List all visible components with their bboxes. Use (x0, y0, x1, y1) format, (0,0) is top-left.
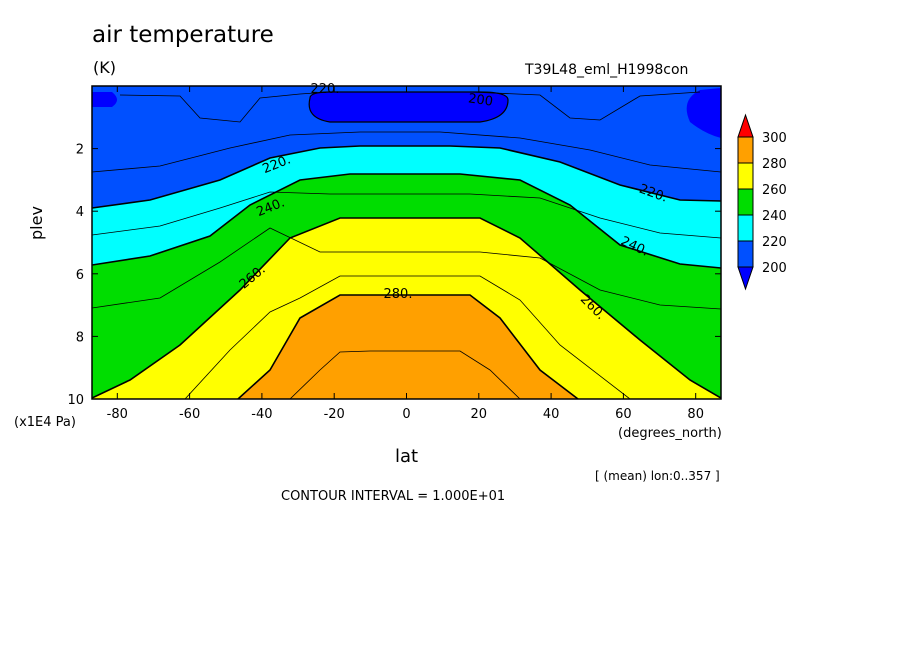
contour-220 (92, 145, 721, 209)
contour-210 (92, 131, 721, 173)
colorbar-band (737, 162, 754, 190)
mean-note: [ (mean) lon:0..357 ] (595, 469, 720, 483)
contour-260 (92, 217, 721, 399)
contour-label: 280. (384, 287, 413, 302)
colorbar-label: 240 (762, 209, 787, 224)
colorbar-label: 220 (762, 235, 787, 250)
chart-title: air temperature (92, 22, 274, 48)
contour-290 (289, 350, 521, 399)
colorbar-label: 260 (762, 183, 787, 198)
x-tick-label: -60 (179, 407, 200, 422)
colorbar-band (737, 188, 754, 216)
contour-230 (92, 191, 721, 239)
contour-200-center (308, 91, 509, 123)
y-tick-label: 10 (67, 393, 84, 408)
region-lt200-center (309, 92, 508, 122)
contour-interval: CONTOUR INTERVAL = 1.000E+01 (281, 489, 506, 504)
run-id: T39L48_eml_H1998con (525, 62, 689, 78)
x-tick-label: 40 (543, 407, 560, 422)
y-axis-label: plev (27, 206, 46, 240)
contour-200-right (469, 91, 701, 121)
y-tick-label: 8 (76, 330, 84, 345)
region-lt200-right (686, 88, 721, 138)
x-tick-label: 20 (471, 407, 488, 422)
colorbar-label: 280 (762, 157, 787, 172)
region-lt200-left (92, 92, 117, 107)
contour-240 (92, 173, 721, 269)
y-tick-label: 6 (76, 268, 84, 283)
colorbar-arrow-top (737, 113, 754, 138)
colorbar-label: 300 (762, 131, 787, 146)
contour-280 (237, 294, 579, 399)
x-tick-label: 0 (402, 407, 410, 422)
contour-270 (184, 275, 631, 399)
contour-200-left (119, 91, 331, 123)
contour-250 (92, 227, 721, 310)
x-tick-label: -80 (107, 407, 128, 422)
colorbar-band (737, 136, 754, 164)
x-axis-units: (degrees_north) (618, 426, 722, 441)
colorbar-label: 200 (762, 261, 787, 276)
x-tick-label: -40 (251, 407, 272, 422)
colorbar-band (737, 214, 754, 242)
y-tick-label: 2 (76, 143, 84, 158)
x-tick-label: -20 (324, 407, 345, 422)
colorbar-band (737, 240, 754, 268)
x-tick-label: 80 (687, 407, 704, 422)
colorbar-arrow-bottom (737, 266, 754, 291)
x-axis-label: lat (395, 446, 419, 467)
y-axis-units: (x1E4 Pa) (14, 415, 76, 430)
chart-units: (K) (93, 58, 116, 77)
y-tick-label: 4 (76, 205, 84, 220)
x-tick-label: 60 (615, 407, 632, 422)
contour-label: 200 (467, 91, 494, 109)
